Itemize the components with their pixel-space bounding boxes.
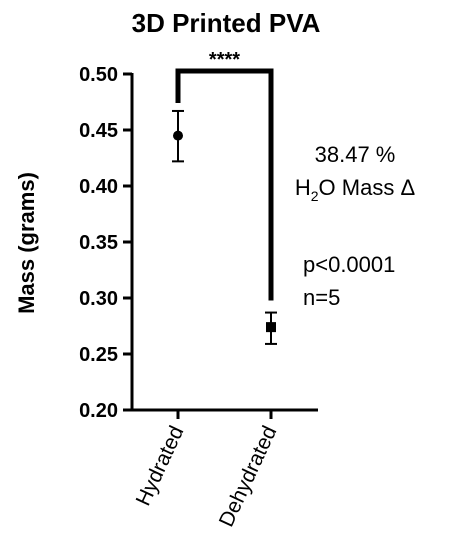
significance-stars: **** xyxy=(209,49,240,71)
sample-size: n=5 xyxy=(303,285,340,310)
x-tick-label: Dehydrated xyxy=(215,422,282,530)
y-tick-label: 0.40 xyxy=(79,176,118,198)
mass-change-label-sub: 2 xyxy=(311,188,319,204)
mass-change-label: H2O Mass Δ xyxy=(295,175,416,204)
y-tick-label: 0.30 xyxy=(79,288,118,310)
significance-line xyxy=(175,68,274,301)
x-tick-label: Hydrated xyxy=(132,422,189,509)
y-tick-label: 0.45 xyxy=(79,120,118,142)
y-axis-label: Mass (grams) xyxy=(14,172,39,314)
y-tick-label: 0.35 xyxy=(79,232,118,254)
data-point-dehydrated xyxy=(266,322,276,333)
mass-change-percent: 38.47 % xyxy=(315,142,396,167)
y-tick-label: 0.20 xyxy=(79,400,118,422)
data-point-hydrated xyxy=(173,130,183,141)
y-axis: 0.50 0.45 0.40 0.35 0.30 0.25 0.20 xyxy=(79,64,134,422)
data-marks xyxy=(172,109,277,345)
y-tick-label: 0.50 xyxy=(79,64,118,86)
x-axis: Hydrated Dehydrated xyxy=(130,408,318,531)
p-value: p<0.0001 xyxy=(303,252,395,277)
mass-change-label-rest: O Mass Δ xyxy=(319,175,416,200)
y-tick-label: 0.25 xyxy=(79,344,118,366)
significance-bracket: **** xyxy=(175,49,274,301)
mass-change-label-h: H xyxy=(295,175,311,200)
chart-title: 3D Printed PVA xyxy=(132,8,321,38)
